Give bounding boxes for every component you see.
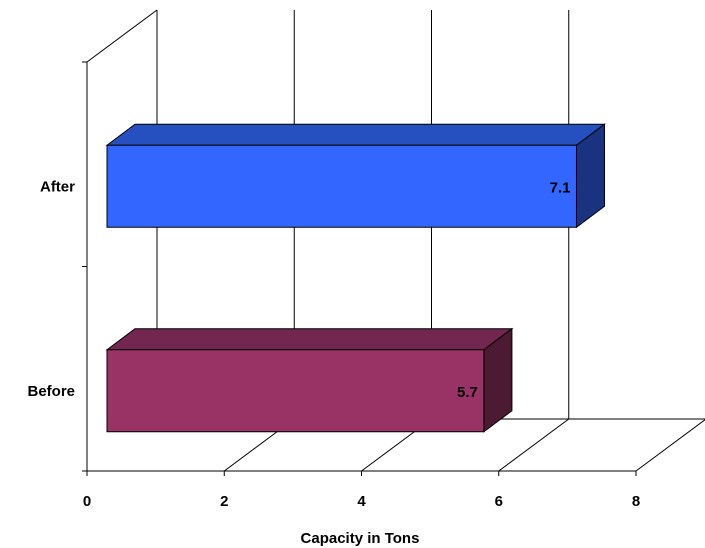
wall-top-left-edge [86,9,158,63]
x-tick-label: 2 [220,493,228,510]
bar-before-top [105,328,514,351]
category-label-before: Before [27,383,75,400]
x-tick-label: 4 [357,493,366,510]
bar-before [106,349,485,433]
x-tick-label: 6 [495,493,503,510]
x-tick-label: 8 [632,493,640,510]
data-label-after: 7.1 [550,179,571,196]
floor-gridline [498,418,570,472]
category-label-after: After [40,178,75,195]
bar-after-top [105,123,606,146]
x-axis-title: Capacity in Tons [301,530,420,547]
x-tick-label: 0 [83,493,91,510]
floor-right-edge [635,419,705,472]
bar-after [106,144,577,228]
data-label-before: 5.7 [457,384,478,401]
bars-layer [105,123,606,433]
labels-layer: 0 2 4 6 8 5.7 Before 7.1 After [27,178,640,510]
